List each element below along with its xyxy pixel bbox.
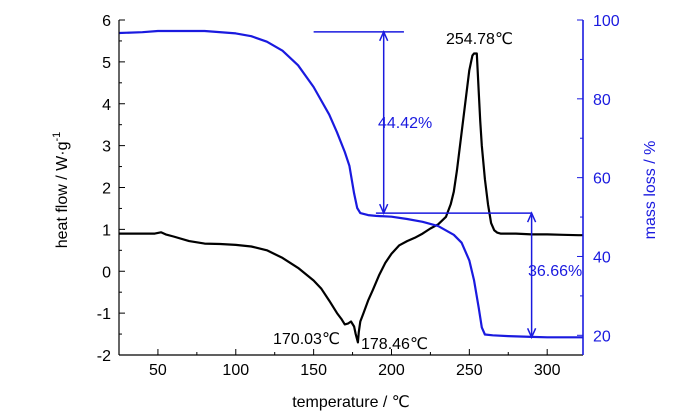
x-tick-label: 150 xyxy=(300,362,327,379)
y-axis-title-left-sup: -1 xyxy=(51,132,63,142)
y-axis-title-left: heat flow / W·g-1 xyxy=(51,132,71,248)
y-right-tick-label: 100 xyxy=(593,13,620,30)
dimension-arrow-head-bottom xyxy=(526,327,537,340)
y-left-tick-label: 4 xyxy=(102,97,111,114)
y-right-tick-label: 60 xyxy=(593,171,611,188)
y-right-tick-label: 80 xyxy=(593,92,611,109)
y-left-tick-label: 6 xyxy=(102,13,111,30)
y-left-tick-label: 0 xyxy=(102,264,111,281)
annotation-mass-loss-1: 44.42% xyxy=(378,115,432,132)
y-right-tick-label: 20 xyxy=(593,328,611,345)
y-left-tick-label: -2 xyxy=(97,348,111,365)
series-mass-loss xyxy=(118,29,583,339)
dimension-arrow-head-top xyxy=(526,211,537,223)
y-right-tick-label: 40 xyxy=(593,249,611,266)
y-left-tick-label: -1 xyxy=(97,306,111,323)
annotation-mass-loss-2: 36.66% xyxy=(528,263,582,280)
y-axis-title-left-main: heat flow / W·g xyxy=(54,142,71,249)
x-tick-label: 300 xyxy=(534,362,561,379)
series-heat-flow xyxy=(119,52,583,344)
reference-lines xyxy=(313,29,583,340)
series-group xyxy=(118,29,583,344)
y-left-tick-label: 1 xyxy=(102,222,111,239)
y-left-tick-label: 3 xyxy=(102,139,111,156)
dimension-arrow-head-bottom xyxy=(379,203,389,215)
y-left-tick-label: 5 xyxy=(102,55,111,72)
annotation-peak-low-1: 170.03℃ xyxy=(273,331,340,348)
dimension-arrow-head-top xyxy=(379,29,389,42)
x-tick-label: 250 xyxy=(456,362,483,379)
x-axis-title: temperature / ℃ xyxy=(292,394,410,411)
annotation-peak-high: 254.78℃ xyxy=(446,31,513,48)
y-left-tick-label: 2 xyxy=(102,181,111,198)
ticks: 50 100 150 200 250 300 -2 -1 0 1 2 3 4 5 6 20 40 60 80 100 xyxy=(97,13,620,379)
annotation-peak-low-2: 178.46℃ xyxy=(361,336,428,353)
y-axis-title-right: mass loss / % xyxy=(642,141,659,240)
x-tick-label: 200 xyxy=(378,362,405,379)
x-tick-label: 100 xyxy=(222,362,249,379)
axes xyxy=(118,20,584,356)
x-tick-label: 50 xyxy=(149,362,167,379)
